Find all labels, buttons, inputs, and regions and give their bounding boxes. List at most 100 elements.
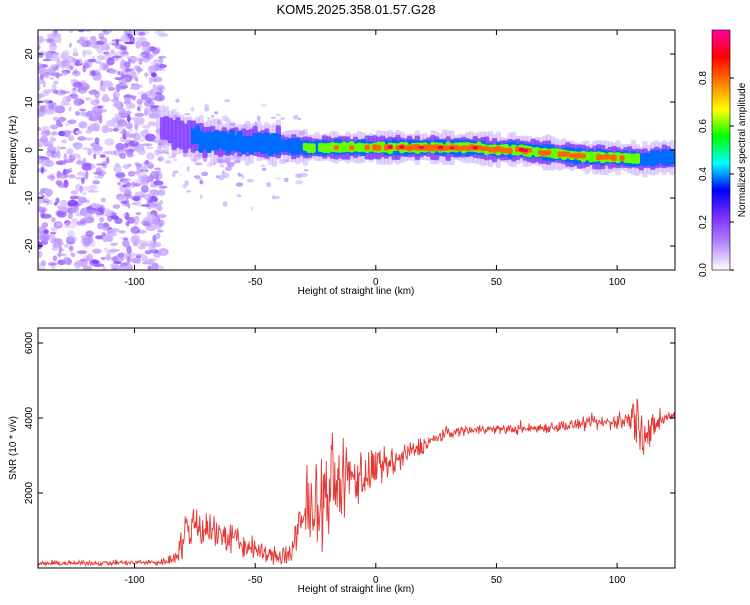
noise-speck	[136, 98, 143, 105]
noise-speck	[53, 80, 59, 85]
noise-speck	[79, 185, 83, 194]
noise-speck	[91, 89, 97, 93]
noise-speck	[115, 39, 119, 45]
noise-speck	[148, 53, 157, 57]
snr-ticks: -100 -50 0 50 100 2000 4000 6000	[24, 328, 675, 586]
noise-speck	[81, 186, 90, 191]
noise-speck	[125, 133, 137, 139]
noise-speck	[199, 194, 203, 199]
noise-speck	[171, 172, 176, 178]
noise-speck	[274, 195, 280, 200]
noise-speck	[148, 77, 154, 82]
noise-speck	[50, 227, 58, 232]
noise-speck	[186, 166, 190, 172]
noise-speck	[102, 265, 106, 270]
noise-speck	[43, 88, 54, 94]
noise-speck	[97, 222, 104, 230]
noise-speck	[38, 62, 43, 71]
noise-speck	[70, 190, 79, 195]
noise-speck	[135, 212, 142, 216]
noise-speck	[90, 70, 96, 76]
noise-speck	[295, 180, 303, 185]
noise-speck	[207, 117, 211, 120]
noise-speck	[134, 146, 142, 152]
noise-speck	[144, 193, 152, 201]
noise-speck	[246, 178, 255, 183]
noise-speck	[99, 83, 103, 92]
noise-speck	[126, 56, 131, 60]
noise-speck	[201, 171, 209, 177]
noise-speck	[58, 205, 69, 212]
noise-speck	[42, 58, 52, 62]
noise-speck	[141, 41, 151, 48]
noise-speck	[56, 145, 61, 153]
noise-speck	[107, 214, 113, 222]
ridge-cell	[418, 145, 424, 149]
noise-speck	[49, 137, 57, 142]
noise-speck	[60, 199, 68, 209]
noise-speck	[99, 154, 107, 158]
noise-speck	[124, 110, 132, 115]
noise-speck	[140, 93, 148, 101]
noise-speck	[142, 165, 147, 173]
snr-frame	[37, 327, 676, 569]
noise-speck	[93, 153, 97, 160]
noise-speck	[76, 250, 87, 255]
noise-speck	[122, 47, 127, 55]
noise-speck	[40, 166, 45, 174]
noise-speck	[90, 203, 102, 207]
y-tick-label: 2000	[24, 481, 35, 504]
noise-speck	[75, 130, 83, 135]
x-tick-label: 50	[491, 277, 503, 288]
noise-speck	[112, 204, 121, 209]
noise-speck	[84, 212, 93, 218]
noise-speck	[106, 30, 113, 33]
noise-speck	[87, 58, 97, 63]
snr-line-layer	[38, 398, 675, 568]
noise-speck	[68, 106, 72, 112]
noise-speck	[131, 234, 141, 243]
noise-speck	[49, 231, 57, 235]
x-tick-label: -100	[125, 575, 145, 586]
noise-speck	[92, 180, 100, 185]
noise-speck	[126, 67, 130, 72]
noise-speck	[118, 107, 126, 113]
noise-speck	[190, 107, 195, 112]
noise-speck	[113, 90, 120, 99]
noise-speck	[64, 222, 70, 229]
ridge-cell	[449, 146, 455, 150]
noise-speck	[141, 100, 147, 104]
noise-speck	[38, 54, 44, 58]
noise-speck	[68, 245, 74, 252]
snr-xlabel: Height of straight line (km)	[298, 584, 415, 595]
noise-speck	[94, 137, 100, 145]
noise-speck	[110, 243, 117, 246]
noise-speck	[50, 175, 56, 180]
noise-speck	[80, 218, 86, 225]
noise-speck	[112, 128, 119, 132]
noise-speck	[153, 264, 158, 270]
noise-speck	[133, 196, 139, 202]
ridge-cell	[596, 153, 602, 161]
colorbar-tick-label: 0.8	[698, 71, 709, 85]
noise-speck	[102, 30, 107, 33]
noise-speck	[272, 195, 276, 200]
noise-speck	[219, 164, 225, 168]
noise-speck	[158, 172, 163, 180]
x-tick-label: -50	[248, 575, 263, 586]
noise-speck	[38, 71, 45, 74]
noise-speck	[124, 41, 135, 45]
noise-speck	[280, 117, 286, 121]
noise-speck	[102, 227, 109, 230]
noise-speck	[39, 74, 44, 80]
noise-speck	[260, 103, 267, 107]
noise-speck	[123, 100, 132, 105]
noise-speck	[150, 105, 160, 108]
noise-speck	[62, 257, 72, 265]
noise-speck	[136, 162, 141, 172]
noise-speck	[82, 237, 93, 246]
noise-speck	[47, 146, 57, 153]
noise-speck	[130, 257, 142, 263]
ridge-cell	[387, 145, 393, 149]
